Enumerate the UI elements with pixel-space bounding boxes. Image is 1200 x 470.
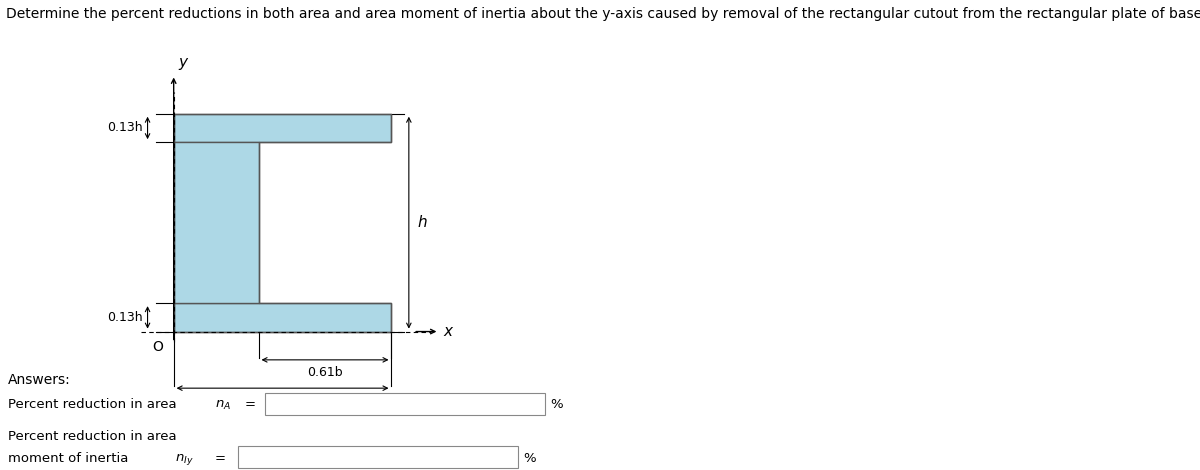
Text: x: x [444, 324, 452, 339]
Text: b: b [277, 395, 287, 410]
FancyBboxPatch shape [238, 446, 518, 468]
Text: 0.61b: 0.61b [307, 367, 343, 379]
Text: h: h [418, 215, 427, 230]
Text: O: O [152, 340, 163, 354]
Bar [174, 114, 391, 142]
Text: Percent reduction in area: Percent reduction in area [8, 430, 176, 443]
Text: $n_A$: $n_A$ [215, 399, 232, 412]
Text: %: % [550, 399, 563, 411]
Text: Answers:: Answers: [8, 373, 71, 386]
Bar [174, 142, 259, 303]
Text: Determine the percent reductions in both area and area moment of inertia about t: Determine the percent reductions in both… [6, 7, 1200, 21]
Text: $n_{Iy}$: $n_{Iy}$ [175, 452, 193, 467]
Text: %: % [523, 452, 535, 465]
Bar [174, 303, 391, 331]
FancyBboxPatch shape [265, 393, 545, 415]
Text: 0.13h: 0.13h [108, 121, 143, 134]
Text: =: = [215, 452, 226, 465]
Text: Percent reduction in area: Percent reduction in area [8, 399, 176, 411]
Text: 0.13h: 0.13h [108, 311, 143, 324]
Text: =: = [245, 399, 256, 411]
Text: y: y [178, 55, 187, 70]
Text: moment of inertia: moment of inertia [8, 452, 128, 465]
